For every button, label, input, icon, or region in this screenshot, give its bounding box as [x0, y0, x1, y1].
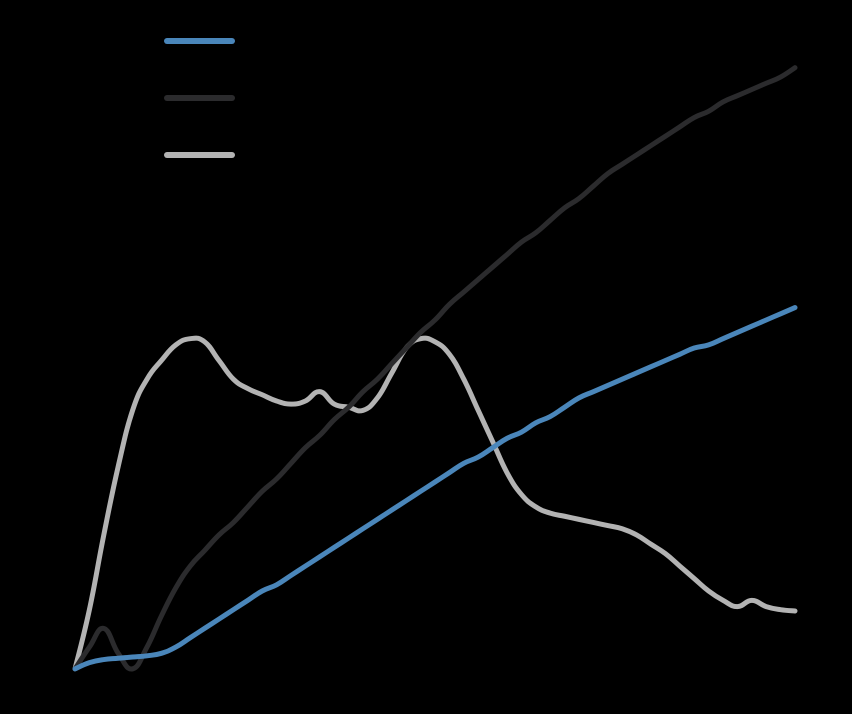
- legend-item-0[interactable]: [164, 32, 464, 89]
- series-line-blue: [72, 305, 798, 672]
- legend-item-1[interactable]: [164, 89, 464, 146]
- series-line-dark-gray: [72, 65, 798, 672]
- chart-legend: [164, 32, 464, 203]
- series-line-light-gray: [72, 335, 798, 672]
- legend-swatch-blue-icon: [164, 38, 235, 44]
- legend-item-2[interactable]: [164, 146, 464, 203]
- legend-swatch-dark-gray-icon: [164, 95, 235, 101]
- series-group: [72, 65, 798, 672]
- legend-swatch-light-gray-icon: [164, 152, 235, 158]
